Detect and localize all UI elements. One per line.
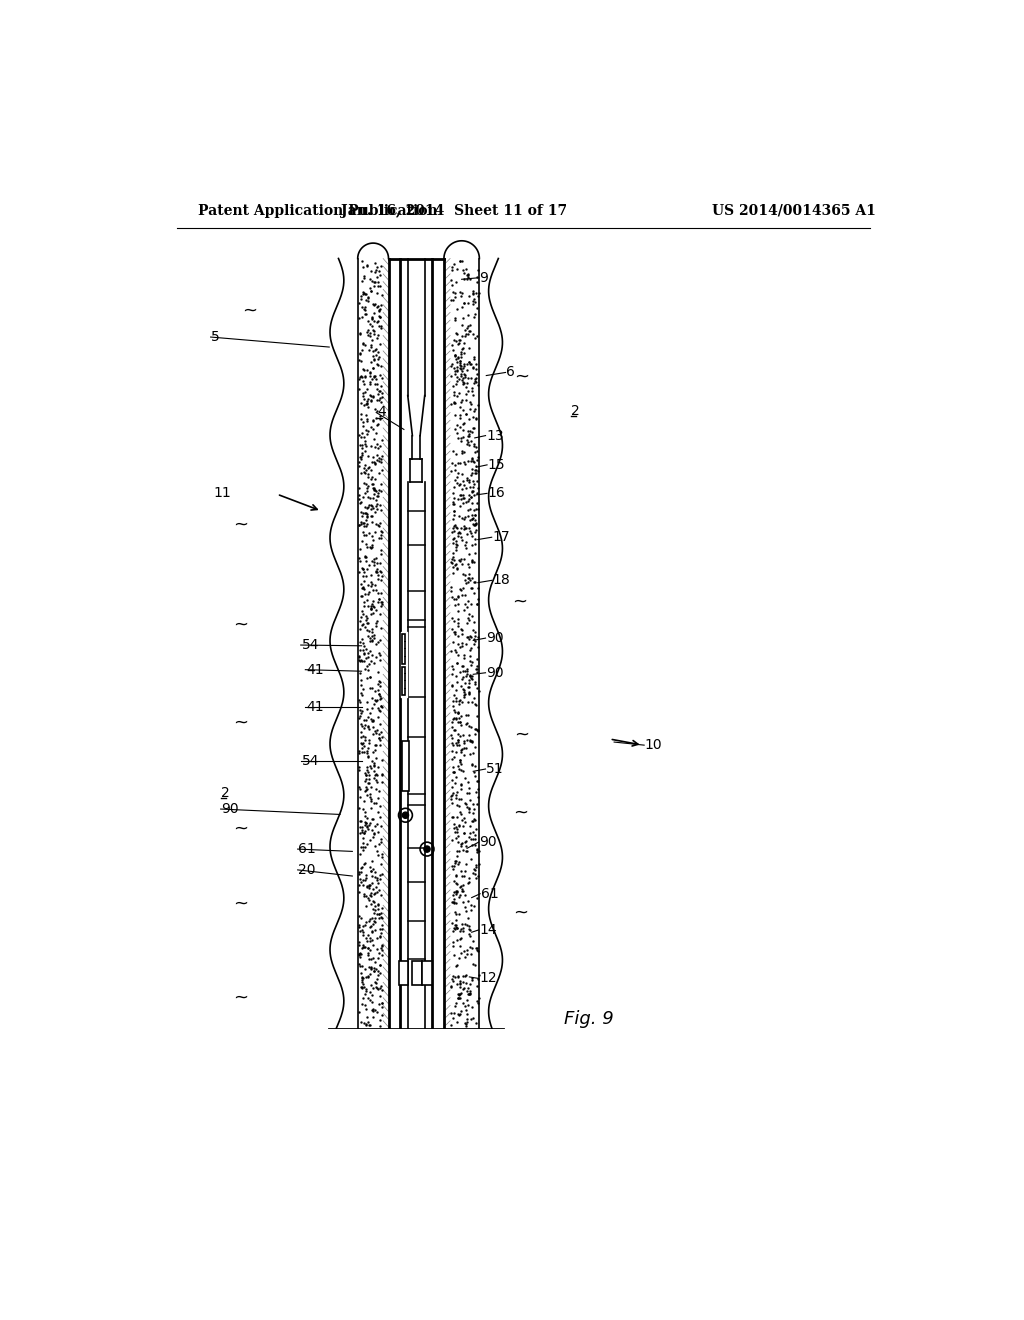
Text: Patent Application Publication: Patent Application Publication — [199, 203, 438, 218]
Text: 18: 18 — [493, 573, 510, 587]
Text: 16: 16 — [487, 486, 506, 500]
Text: 10: 10 — [645, 738, 663, 752]
Text: 90: 90 — [486, 665, 504, 680]
Text: Jan. 16, 2014  Sheet 11 of 17: Jan. 16, 2014 Sheet 11 of 17 — [341, 203, 567, 218]
Text: ~: ~ — [233, 820, 248, 837]
Text: 54: 54 — [301, 638, 319, 652]
Text: 54: 54 — [301, 754, 319, 767]
Circle shape — [402, 812, 409, 818]
Text: ~: ~ — [233, 615, 248, 634]
Text: US 2014/0014365 A1: US 2014/0014365 A1 — [712, 203, 876, 218]
Text: 90: 90 — [221, 803, 239, 816]
Text: 15: 15 — [487, 458, 506, 471]
Text: 41: 41 — [306, 663, 324, 677]
Bar — [402, 742, 410, 792]
Text: 5: 5 — [211, 330, 220, 345]
Text: ~: ~ — [243, 301, 257, 319]
Text: Fig. 9: Fig. 9 — [564, 1010, 613, 1028]
Text: 61: 61 — [481, 887, 499, 900]
Text: 13: 13 — [486, 429, 504, 442]
Text: 90: 90 — [486, 631, 504, 645]
Text: 2: 2 — [571, 404, 580, 418]
Bar — [326, 1028, 507, 1067]
Bar — [398, 961, 408, 985]
Text: 11: 11 — [214, 486, 231, 500]
Text: 51: 51 — [486, 762, 504, 776]
Text: 9: 9 — [479, 271, 488, 285]
Text: 4: 4 — [377, 405, 386, 420]
Bar — [402, 667, 406, 696]
Text: ~: ~ — [512, 593, 527, 610]
Text: 17: 17 — [493, 531, 510, 544]
Text: ~: ~ — [233, 516, 248, 533]
Text: ~: ~ — [513, 904, 528, 921]
Text: ~: ~ — [514, 367, 529, 385]
Text: 90: 90 — [479, 836, 497, 849]
Bar — [402, 635, 406, 664]
Circle shape — [424, 846, 430, 853]
Text: 14: 14 — [479, 923, 497, 937]
Text: ~: ~ — [233, 895, 248, 912]
Bar — [422, 961, 432, 985]
Text: 2: 2 — [221, 785, 230, 800]
Text: ~: ~ — [513, 804, 528, 822]
Text: 61: 61 — [298, 842, 316, 857]
Text: 6: 6 — [506, 366, 515, 379]
Text: ~: ~ — [233, 989, 248, 1007]
Text: ~: ~ — [233, 714, 248, 731]
Bar — [413, 961, 422, 985]
Text: 12: 12 — [479, 972, 497, 986]
Text: 20: 20 — [298, 863, 316, 876]
Text: 41: 41 — [306, 701, 324, 714]
Text: ~: ~ — [514, 726, 529, 743]
